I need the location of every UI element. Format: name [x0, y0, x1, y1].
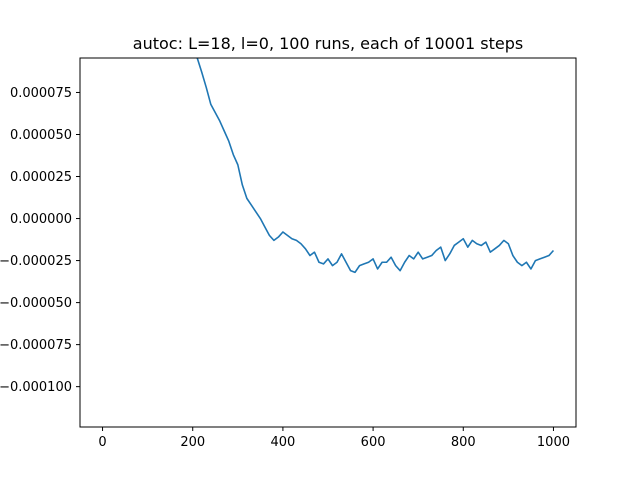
y-tick-label: 0.000000	[10, 212, 72, 227]
x-tick-label: 400	[270, 435, 295, 450]
x-tick-label: 1000	[537, 435, 570, 450]
x-tick-label: 0	[98, 435, 106, 450]
chart-title: autoc: L=18, l=0, 100 runs, each of 1000…	[133, 34, 523, 53]
y-tick-label: −0.000025	[0, 254, 72, 269]
x-tick-label: 600	[361, 435, 386, 450]
y-tick-label: 0.000075	[10, 86, 72, 101]
y-tick-label: 0.000050	[10, 128, 72, 143]
x-tick-label: 800	[451, 435, 476, 450]
series-layer	[196, 58, 555, 274]
plot-frame	[79, 57, 577, 428]
y-axis: 0.000075 0.000050 0.000025 0.000000 −0.00002…	[0, 86, 80, 395]
y-tick-label: −0.000075	[0, 338, 72, 353]
y-tick-label: −0.000050	[0, 296, 72, 311]
y-tick-label: −0.000100	[0, 380, 72, 395]
x-tick-label: 200	[180, 435, 205, 450]
series-line-0	[196, 58, 555, 274]
x-axis: 0 200 400 600 800 1000	[98, 427, 570, 450]
y-tick-label: 0.000025	[10, 170, 72, 185]
